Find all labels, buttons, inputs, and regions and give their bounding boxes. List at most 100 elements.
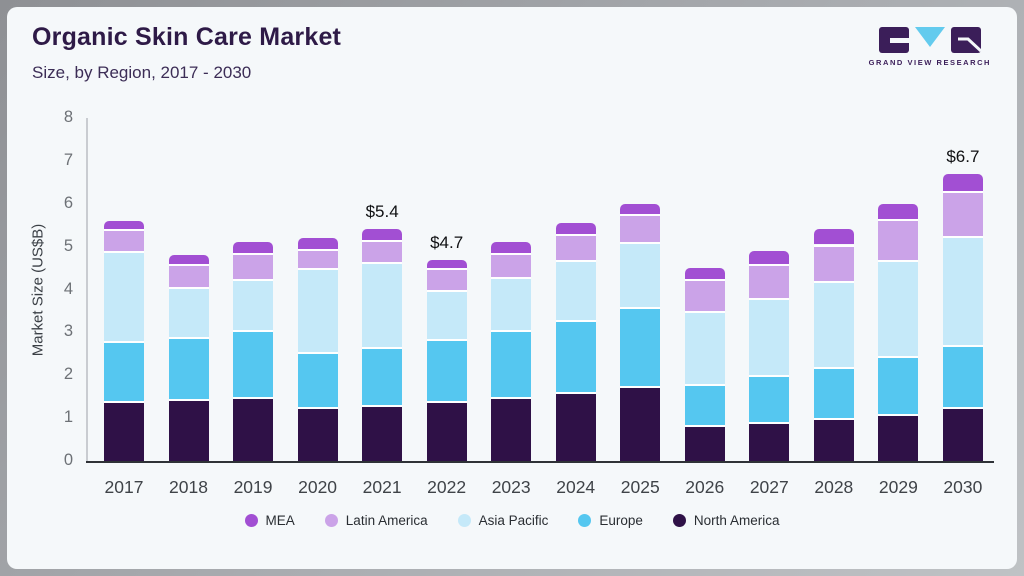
x-tick-2026: 2026 [685,477,725,497]
bar-segment-north-america-2017 [104,400,144,461]
bar-segment-north-america-2019 [233,396,274,461]
bar-total-label-2021: $5.4 [365,202,399,222]
bar-segment-europe-2018 [168,336,209,399]
bar-segment-north-america-2026 [684,424,725,461]
bar-segment-mea-2021 [362,229,403,241]
bar-segment-latin-america-2026 [684,278,725,311]
legend-dot-asia-pacific [457,514,471,527]
bar-segment-mea-2018 [168,255,209,264]
page-title: Organic Skin Care Market [32,23,342,51]
bar-segment-north-america-2021 [362,405,403,461]
bar-segment-europe-2022 [426,338,467,401]
bar-segment-mea-2024 [555,223,596,234]
bar-total-label-2022: $4.7 [430,232,464,252]
bar-segment-mea-2026 [684,268,725,279]
x-tick-2030: 2030 [943,477,983,497]
gvr-logo: GRAND VIEW RESEARCH [869,27,991,67]
x-tick-2023: 2023 [491,477,531,497]
bar-segment-europe-2023 [491,330,532,397]
bar-segment-europe-2017 [104,340,144,401]
bar-segment-europe-2027 [749,375,790,423]
bar-segment-asia-pacific-2026 [684,310,725,384]
bar-2017 [104,118,144,461]
bar-2025 [620,118,661,461]
bar-segment-north-america-2020 [297,407,338,461]
x-tick-2017: 2017 [104,477,144,497]
bar-segment-europe-2020 [297,351,338,408]
bar-segment-europe-2030 [942,345,983,408]
bar-2023 [491,118,532,461]
logo-brand-text: GRAND VIEW RESEARCH [868,58,991,67]
plot-area: $5.4 $4.7 $6.7 [86,118,994,463]
x-tick-2028: 2028 [814,477,854,497]
legend-item-asia-pacific: Asia Pacific [457,513,549,528]
legend-item-latin-america: Latin America [324,513,428,528]
bar-segment-asia-pacific-2023 [491,276,532,331]
bar-segment-asia-pacific-2028 [813,280,854,367]
legend-item-mea: MEA [244,513,295,528]
page-subtitle: Size, by Region, 2017 - 2030 [32,63,252,82]
bar-segment-north-america-2029 [878,413,919,461]
bar-segment-north-america-2018 [168,398,209,461]
bar-segment-europe-2024 [555,319,596,393]
bar-segment-north-america-2022 [426,400,467,461]
bar-segment-latin-america-2025 [620,214,661,243]
x-tick-2018: 2018 [169,477,208,497]
bar-segment-latin-america-2017 [104,229,144,251]
bar-segment-latin-america-2023 [491,253,532,277]
y-tick-4: 4 [63,279,73,298]
bar-segment-mea-2017 [104,220,144,230]
bar-segment-mea-2022 [426,259,467,269]
bar-2022: $4.7 [426,118,467,461]
bar-segment-asia-pacific-2018 [168,287,209,337]
legend-label-europe: Europe [599,513,643,528]
bar-segment-mea-2019 [233,242,274,254]
bar-segment-asia-pacific-2020 [297,268,338,352]
bar-2026 [684,118,725,461]
x-tick-2024: 2024 [556,477,596,497]
bar-segment-mea-2028 [813,229,854,245]
y-tick-3: 3 [63,322,73,341]
bar-segment-asia-pacific-2029 [878,259,919,356]
legend-dot-mea [244,514,258,527]
legend-dot-latin-america [324,514,338,527]
bar-2029 [878,118,919,461]
gvr-logo-icon [878,27,981,53]
bar-segment-mea-2027 [749,250,790,264]
legend-item-north-america: North America [672,513,779,528]
bar-segment-asia-pacific-2024 [555,259,596,320]
bar-segment-asia-pacific-2021 [362,261,403,348]
bar-segment-europe-2028 [813,366,854,419]
y-tick-2: 2 [63,365,73,384]
bar-segment-latin-america-2021 [362,240,403,262]
legend-label-asia-pacific: Asia Pacific [478,513,549,528]
chart-card: Organic Skin Care Market Size, by Region… [7,7,1017,569]
bar-2018 [168,118,209,461]
y-tick-6: 6 [63,193,73,212]
y-tick-0: 0 [63,451,73,469]
x-tick-2027: 2027 [749,477,789,497]
x-tick-2019: 2019 [233,477,273,497]
legend-dot-europe [578,514,592,527]
bar-segment-mea-2025 [620,203,661,215]
bar-segment-europe-2019 [233,330,274,397]
bar-segment-latin-america-2029 [878,218,919,260]
bar-segment-mea-2030 [942,173,983,191]
bar-segment-latin-america-2019 [233,253,274,279]
bar-segment-europe-2021 [362,347,403,406]
bar-segment-north-america-2027 [749,422,790,461]
bar-segment-latin-america-2027 [749,263,790,299]
bar-segment-north-america-2023 [491,396,532,461]
bar-2021: $5.4 [362,118,403,461]
bar-segment-latin-america-2020 [297,248,338,269]
bar-2027 [749,118,790,461]
x-tick-2020: 2020 [298,477,338,497]
bar-segment-mea-2029 [878,203,919,219]
bar-2030: $6.7 [942,118,983,461]
y-tick-1: 1 [63,408,73,427]
x-tick-2022: 2022 [427,477,467,497]
bar-segment-latin-america-2024 [555,233,596,260]
legend-item-europe: Europe [578,513,643,528]
bar-segment-asia-pacific-2025 [620,242,661,307]
y-tick-8: 8 [63,108,73,126]
